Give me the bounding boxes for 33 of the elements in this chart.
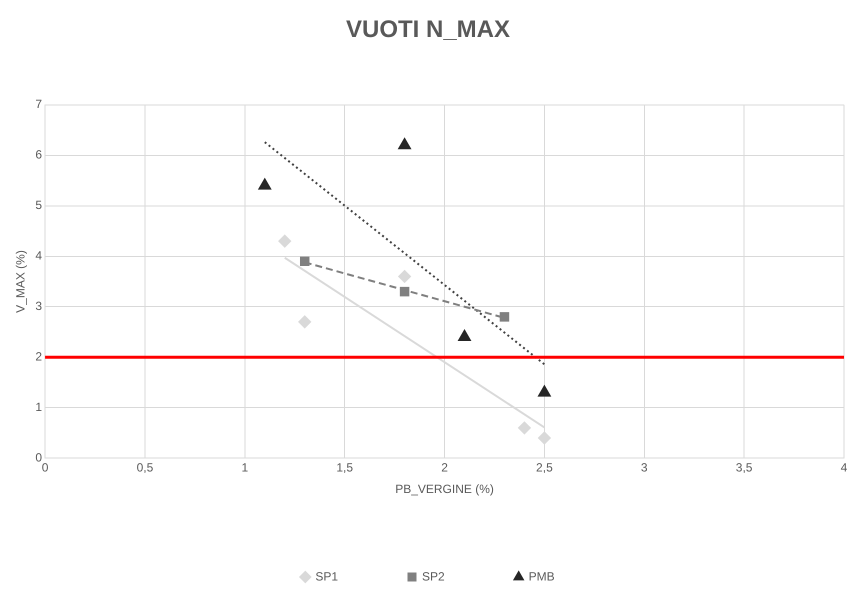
point (500, 312, 510, 322)
y-tick-label: 7 (35, 97, 42, 112)
legend-label: SP2 (422, 569, 446, 584)
point (398, 138, 412, 150)
x-tick-label: 0,5 (136, 460, 154, 475)
point (398, 270, 412, 283)
x-tick-label: 3 (640, 460, 648, 475)
y-tick-label: 6 (35, 148, 42, 162)
point (298, 315, 312, 328)
x-tick-label: 1,5 (336, 460, 354, 475)
point (518, 421, 531, 434)
x-tick-label: 3,5 (736, 460, 753, 475)
point (538, 432, 551, 445)
y-tick-label: 0 (35, 450, 42, 465)
x-tick-label: 2 (441, 460, 448, 475)
legend-label: SP1 (315, 569, 338, 584)
legend-label: PMB (528, 569, 555, 584)
y-tick-label: 2 (35, 350, 42, 364)
x-tick-label: 4 (840, 460, 848, 475)
y-axis-title: V_MAX (%) (14, 250, 28, 313)
y-tick-label: 5 (35, 198, 42, 212)
point (278, 234, 292, 248)
x-axis-title: PB_VERGINE (%) (395, 482, 494, 496)
y-tick-label: 3 (35, 299, 42, 314)
y-tick-label: 1 (35, 400, 42, 414)
x-tick-label: 1 (241, 460, 248, 475)
chart-title: VUOTI N_MAX (346, 16, 510, 44)
point (400, 286, 410, 296)
point (258, 178, 272, 190)
point (458, 330, 472, 342)
y-tick-label: 4 (35, 248, 42, 263)
point (300, 256, 310, 266)
x-tick-label: 2,5 (536, 460, 554, 475)
